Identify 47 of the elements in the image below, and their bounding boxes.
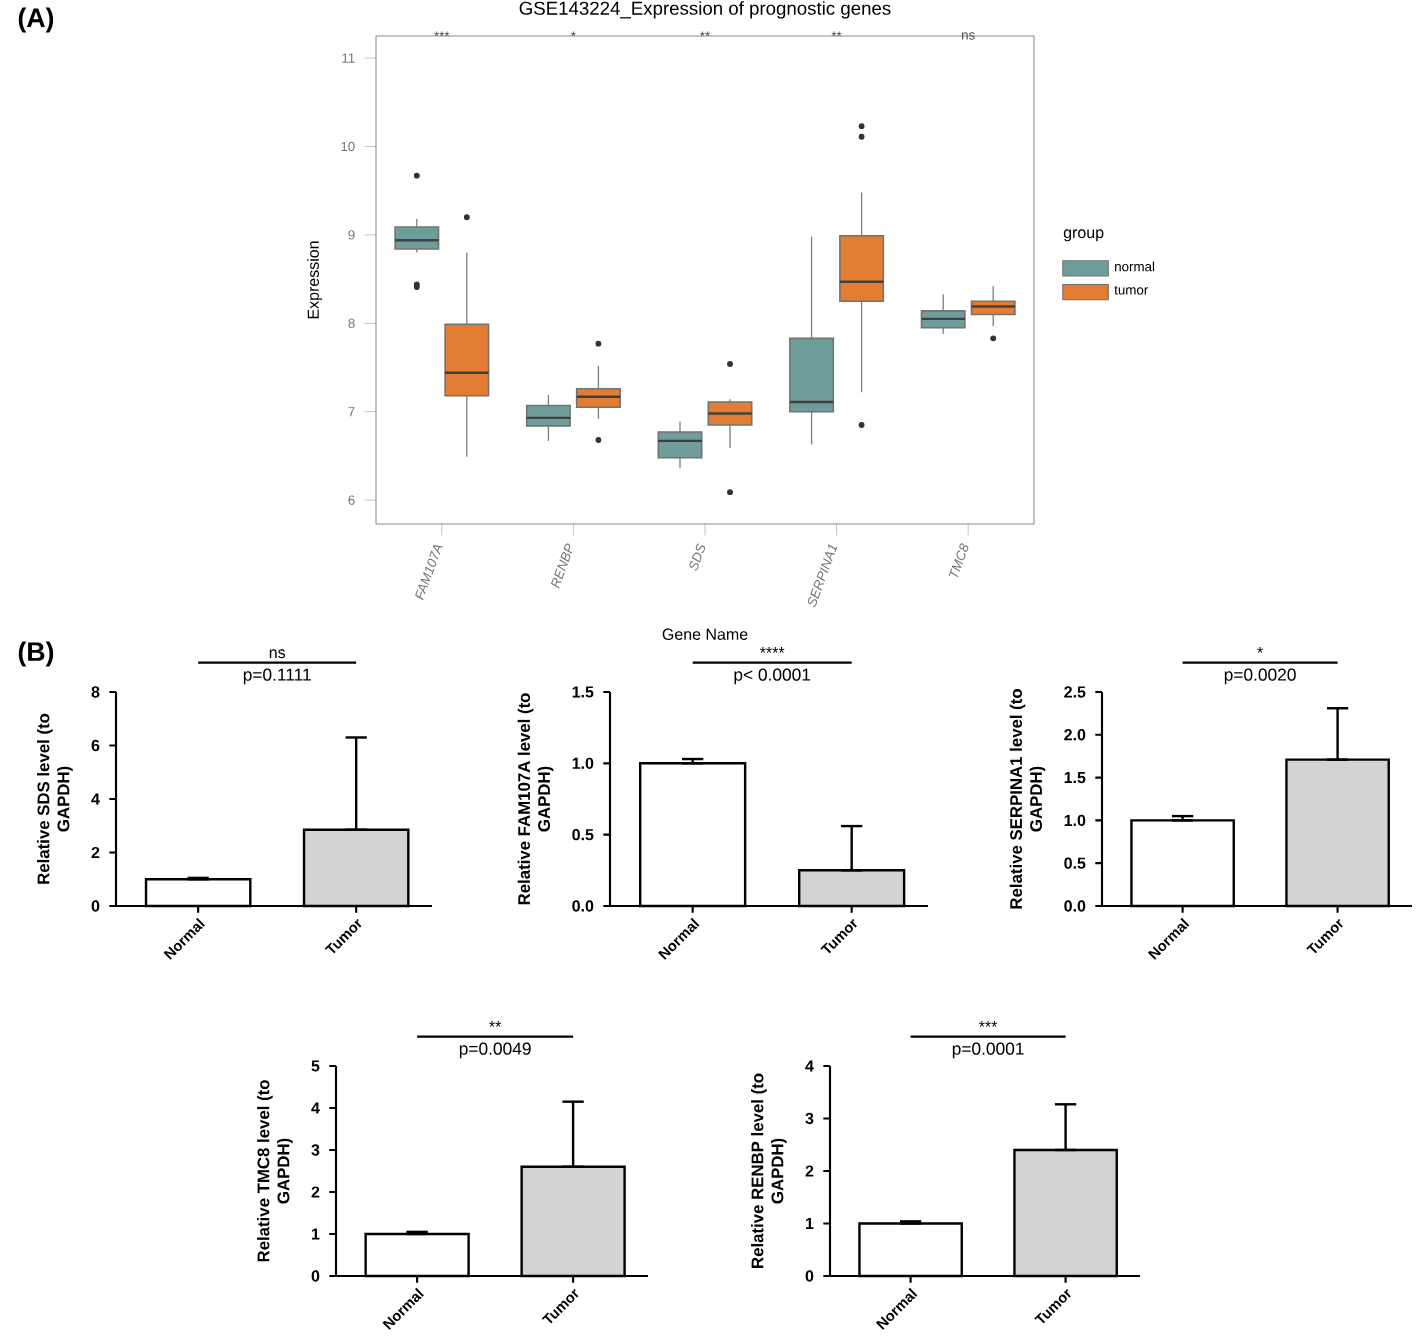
legend-title: group — [1063, 229, 1104, 242]
y-axis-title: Relative RENBP level (to GAPDH) — [751, 1073, 787, 1268]
text: ** — [489, 1021, 502, 1027]
y-tick-label: 8 — [91, 686, 100, 698]
text: p=0.0049 — [459, 1042, 531, 1059]
y-tick-label: 2 — [91, 846, 100, 859]
text: **** — [759, 647, 785, 653]
y-tick-label: 4 — [805, 1060, 814, 1072]
y-tick-label: 0.0 — [1064, 900, 1086, 912]
text: p=0.0001 — [952, 1042, 1024, 1059]
y-tick-label: 1.0 — [572, 757, 594, 769]
text: p=0.1111 — [243, 668, 311, 685]
y-tick-label: 4 — [91, 793, 100, 805]
y-tick-label: 2 — [805, 1165, 814, 1177]
y-axis-title: Relative FAM107A level (to GAPDH) — [517, 693, 554, 905]
y-tick-label: 2 — [311, 1186, 320, 1198]
y-tick-label: 2.0 — [1064, 729, 1086, 741]
y-axis-title: Expression — [307, 241, 323, 319]
y-tick-label: 1.0 — [1064, 814, 1086, 827]
chart-title: GSE143224_Expression of prognostic genes — [519, 1, 891, 19]
text: p=0.0020 — [1224, 668, 1296, 685]
y-tick-label: 3 — [805, 1112, 814, 1125]
y-tick-label: 0.5 — [572, 828, 594, 841]
text: *** — [979, 1021, 998, 1027]
text: * — [1257, 647, 1263, 653]
y-tick-label: 0 — [805, 1270, 814, 1282]
y-tick-label: 1.5 — [1064, 772, 1086, 784]
x-axis-title: Gene Name — [662, 628, 748, 640]
y-tick-label: 1 — [312, 1228, 320, 1240]
text: ns — [269, 649, 286, 659]
y-tick-label: 1.5 — [572, 686, 594, 698]
y-tick-label: 0 — [91, 900, 100, 912]
y-tick-label: 0.0 — [572, 900, 594, 912]
y-tick-label: 2.5 — [1064, 686, 1086, 698]
y-tick-label: 0.5 — [1064, 857, 1086, 869]
y-axis-title: Relative TMC8 level (to GAPDH) — [257, 1080, 293, 1262]
y-tick-label: 3 — [311, 1144, 320, 1156]
text: p< 0.0001 — [734, 668, 811, 685]
y-tick-label: 4 — [311, 1102, 320, 1114]
text: (B) — [18, 641, 54, 667]
y-axis-title: Relative SDS level (to GAPDH) — [37, 713, 73, 884]
y-tick-label: 5 — [311, 1060, 320, 1072]
y-tick-label: 0 — [311, 1270, 320, 1282]
y-axis-title: Relative SERPINA1 level (to GAPDH) — [1009, 689, 1046, 909]
y-tick-label: 6 — [91, 739, 100, 752]
text: (A) — [18, 7, 54, 33]
y-tick-label: 1 — [806, 1217, 814, 1229]
